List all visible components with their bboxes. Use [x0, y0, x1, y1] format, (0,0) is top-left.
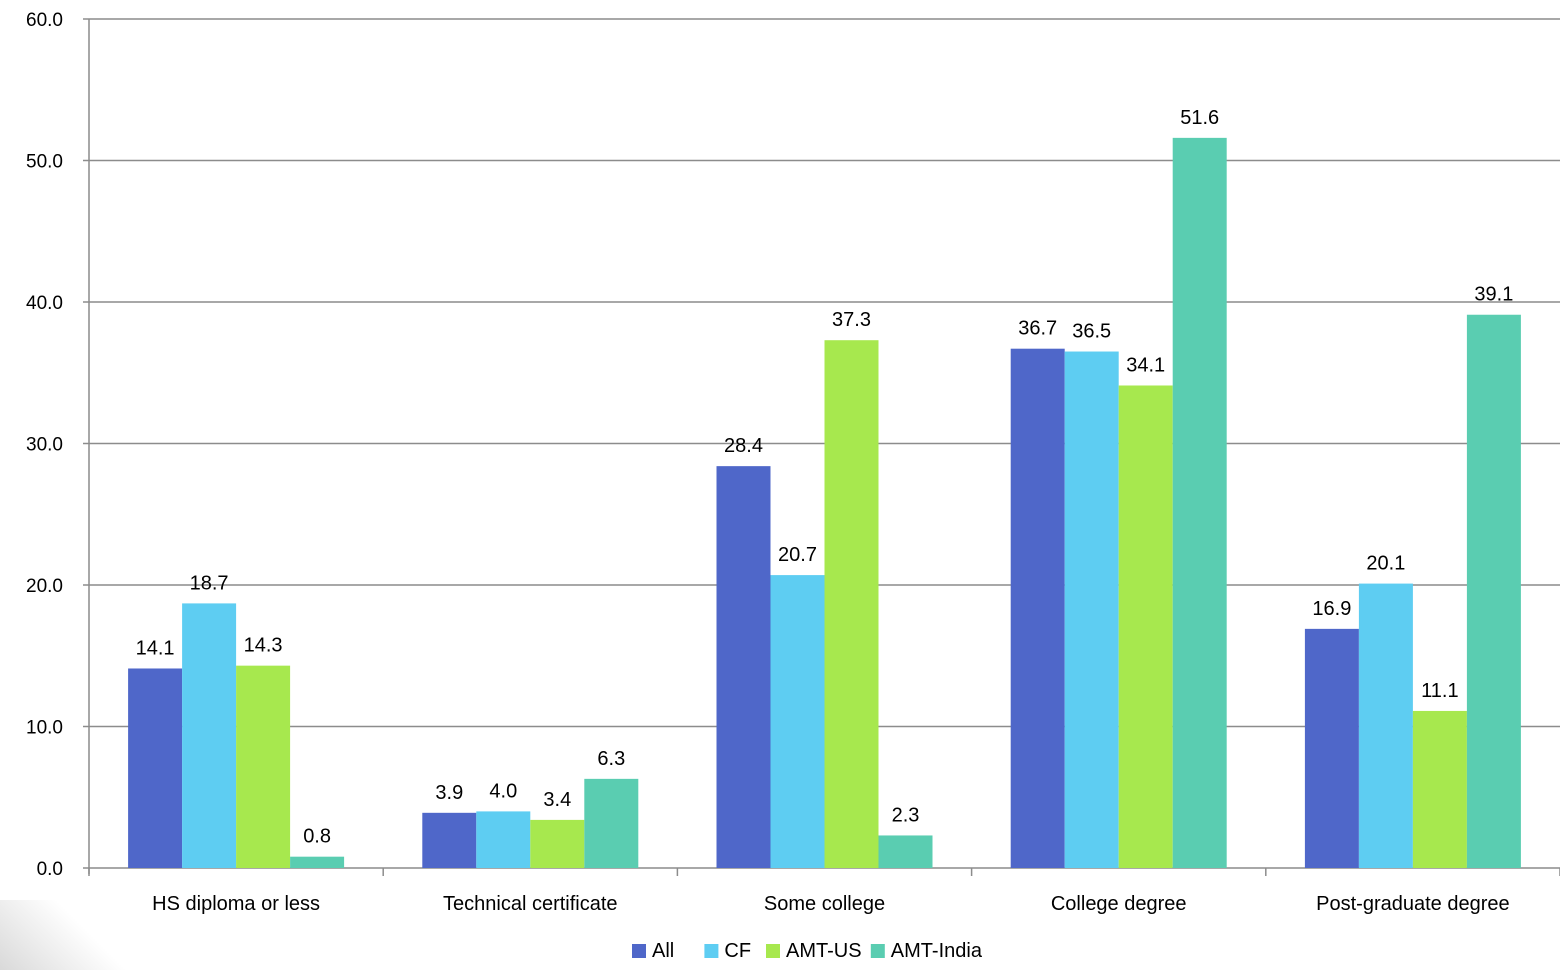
bar[interactable]	[584, 778, 639, 868]
bar[interactable]	[716, 466, 771, 868]
bar[interactable]	[1304, 628, 1359, 868]
data-label: 6.3	[597, 748, 625, 770]
x-tick-label: Post-graduate degree	[1316, 893, 1509, 915]
bar[interactable]	[128, 668, 183, 868]
bar[interactable]	[476, 811, 531, 868]
bar[interactable]	[1466, 314, 1521, 868]
x-tick-label: College degree	[1051, 893, 1187, 915]
bar[interactable]	[290, 856, 345, 868]
bar[interactable]	[530, 819, 585, 868]
y-tick-label: 0.0	[37, 859, 63, 880]
legend-label: AMT-US	[786, 940, 862, 962]
legend-label: All	[652, 940, 674, 962]
legend-swatch	[766, 944, 780, 958]
legend-label: AMT-India	[891, 940, 983, 962]
data-label: 28.4	[724, 435, 763, 457]
legend-swatch	[632, 944, 646, 958]
data-label: 3.9	[435, 782, 463, 804]
x-tick-label: HS diploma or less	[152, 893, 320, 915]
data-label: 11.1	[1421, 680, 1458, 702]
bar[interactable]	[1358, 583, 1413, 868]
data-label: 37.3	[832, 309, 871, 331]
bar[interactable]	[1172, 137, 1227, 869]
bar[interactable]	[422, 812, 477, 868]
data-label: 14.1	[136, 637, 175, 659]
data-label: 39.1	[1474, 284, 1513, 306]
x-tick-label: Some college	[764, 893, 885, 915]
y-tick-label: 50.0	[26, 152, 63, 173]
data-label: 2.3	[892, 804, 920, 826]
y-tick-label: 10.0	[26, 718, 63, 739]
data-label: 3.4	[543, 789, 571, 811]
data-label: 36.7	[1018, 318, 1057, 340]
bar[interactable]	[1412, 710, 1467, 868]
bar[interactable]	[1010, 348, 1065, 868]
data-label: 4.0	[489, 780, 517, 802]
bar[interactable]	[182, 603, 237, 868]
data-label: 0.8	[303, 826, 331, 848]
bar[interactable]	[236, 665, 291, 868]
x-tick-label: Technical certificate	[443, 893, 618, 915]
bar[interactable]	[1118, 385, 1173, 868]
data-label: 20.1	[1366, 553, 1405, 575]
bar[interactable]	[824, 340, 879, 869]
data-label: 51.6	[1180, 107, 1219, 129]
bar[interactable]	[1064, 351, 1119, 868]
legend-swatch	[870, 944, 885, 958]
legend-swatch	[704, 944, 719, 958]
y-tick-label: 60.0	[26, 10, 63, 31]
bar[interactable]	[770, 575, 825, 868]
bar[interactable]	[878, 835, 933, 868]
legend-label: CF	[724, 940, 751, 962]
data-label: 14.3	[244, 635, 283, 657]
y-tick-label: 20.0	[26, 576, 63, 597]
data-label: 18.7	[190, 572, 229, 594]
data-label: 20.7	[778, 544, 817, 566]
data-label: 16.9	[1312, 598, 1351, 620]
data-label: 36.5	[1072, 321, 1111, 343]
y-tick-label: 40.0	[26, 293, 63, 314]
data-label: 34.1	[1126, 354, 1165, 376]
y-tick-label: 30.0	[26, 435, 63, 456]
